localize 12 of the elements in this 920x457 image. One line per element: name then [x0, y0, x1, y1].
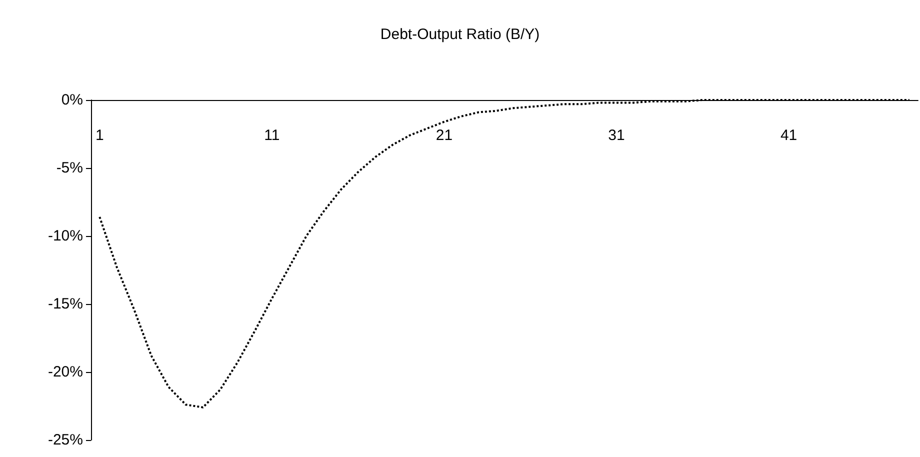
x-tick-label: 21 — [436, 127, 453, 144]
y-tick-label: -15% — [48, 296, 83, 312]
x-tick-label: 1 — [95, 127, 104, 144]
y-tick-label: -20% — [48, 364, 83, 380]
y-tick-label: 0% — [61, 92, 83, 108]
chart-title: Debt-Output Ratio (B/Y) — [380, 26, 540, 43]
x-tick-label: 31 — [608, 127, 625, 144]
y-tick-label: -5% — [56, 160, 83, 176]
x-tick-label: 11 — [264, 127, 280, 144]
y-tick-label: -10% — [48, 228, 83, 244]
x-tick-label: 41 — [780, 127, 798, 144]
y-tick-label: -25% — [48, 432, 83, 448]
